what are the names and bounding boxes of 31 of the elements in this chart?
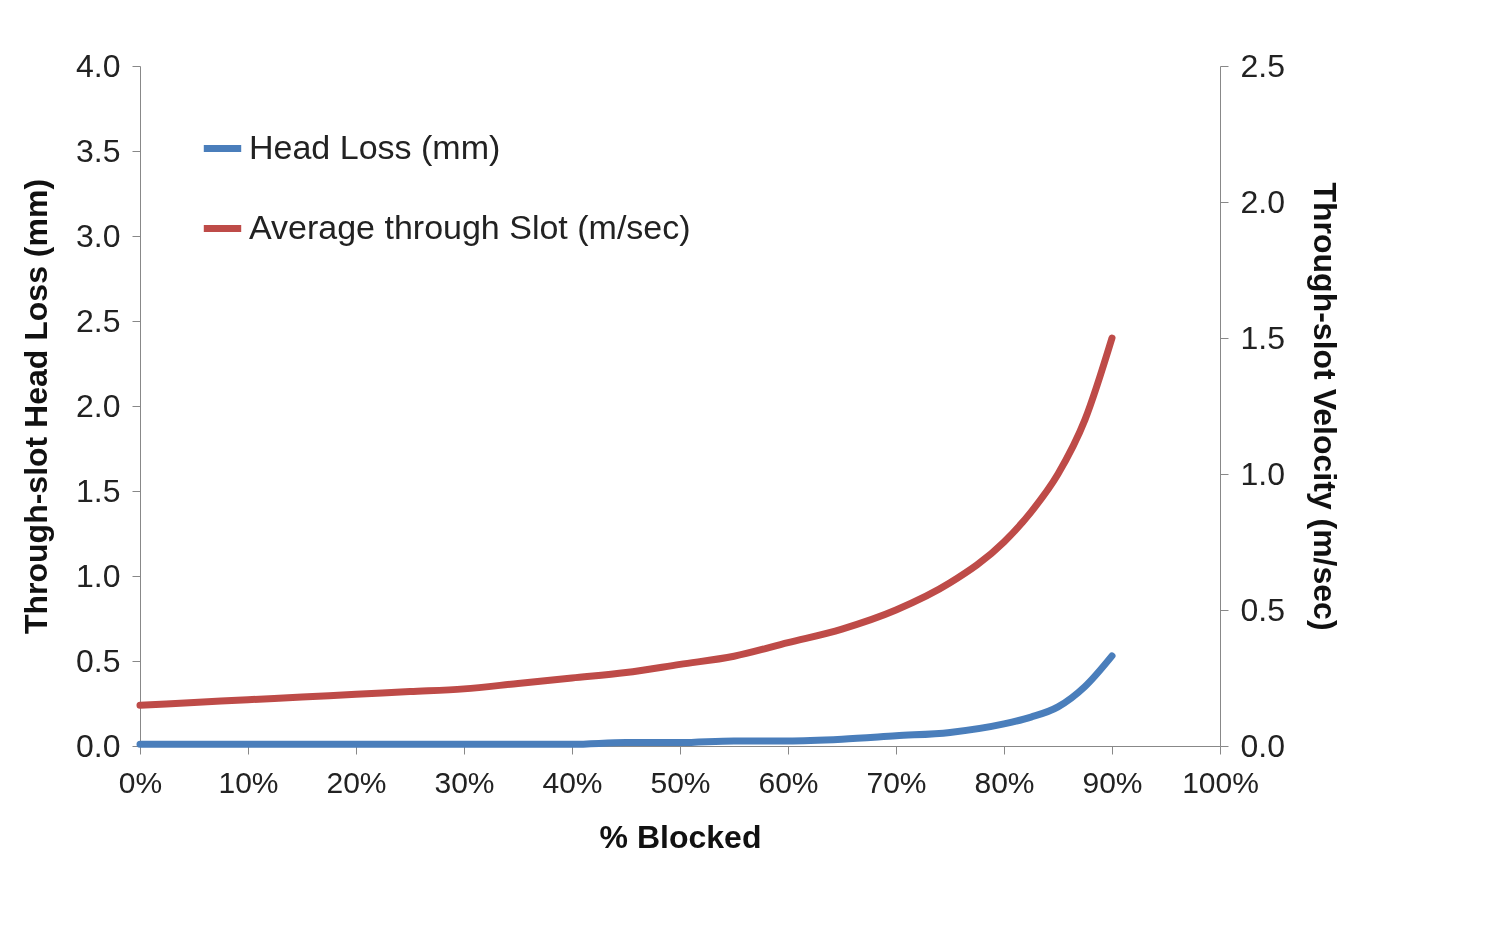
y-tick-label: 2.0	[76, 387, 121, 424]
x-tick-label: 40%	[542, 765, 603, 799]
x-tick-label: 0%	[118, 765, 163, 799]
y-tick-label: 0.0	[76, 727, 121, 764]
x-tick-label: 50%	[650, 765, 711, 799]
x-tick-label: 60%	[758, 765, 819, 799]
x-tick-label: 80%	[974, 765, 1035, 799]
y-tick-label: 2.5	[76, 302, 121, 339]
x-tick-label: 10%	[218, 765, 279, 799]
x-tick-label: 20%	[326, 765, 387, 799]
x-tick-label: 70%	[866, 765, 927, 799]
x-axis-title: % Blocked	[599, 818, 762, 855]
y2-tick-label: 0.0	[1240, 727, 1285, 764]
x-tick-label: 100%	[1182, 765, 1259, 799]
y-tick-label: 1.0	[76, 557, 121, 594]
y-tick-label: 1.5	[76, 472, 121, 509]
y-axis-title: Through-slot Head Loss (mm)	[18, 178, 55, 635]
legend-label: Average through Slot (m/sec)	[249, 207, 691, 246]
x-tick-label: 30%	[434, 765, 495, 799]
y2-tick-label: 0.5	[1240, 591, 1285, 628]
y2-tick-label: 1.5	[1240, 319, 1285, 356]
y-tick-label: 3.0	[76, 217, 121, 254]
y2-tick-label: 2.5	[1240, 47, 1285, 84]
y-tick-label: 0.5	[76, 642, 121, 679]
x-tick-label: 90%	[1082, 765, 1143, 799]
y2-axis-title: Through-slot Velocity (m/sec)	[1306, 182, 1343, 631]
y-tick-label: 4.0	[76, 47, 121, 84]
y2-tick-label: 1.0	[1240, 455, 1285, 492]
y2-tick-label: 2.0	[1240, 183, 1285, 220]
legend-label: Head Loss (mm)	[249, 127, 501, 166]
y-tick-label: 3.5	[76, 132, 121, 169]
